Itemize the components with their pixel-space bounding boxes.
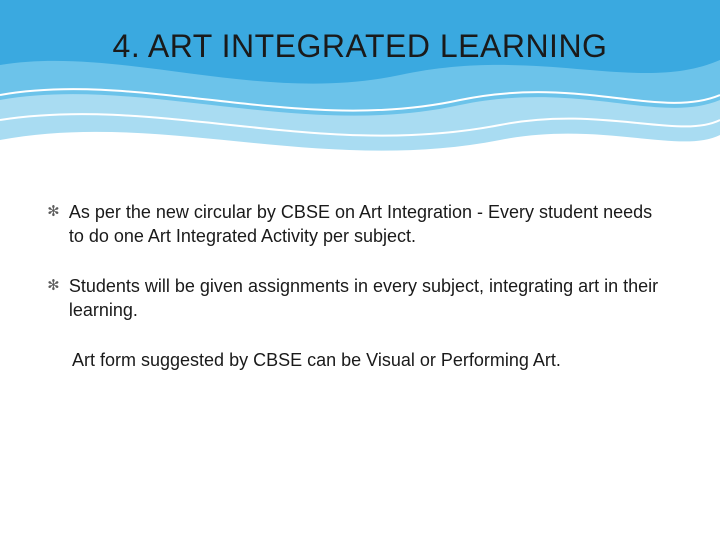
list-item: Art form suggested by CBSE can be Visual… xyxy=(48,348,672,372)
bullet-marker-icon: ✻ xyxy=(48,200,59,224)
slide-title: 4. ART INTEGRATED LEARNING xyxy=(0,28,720,65)
bullet-marker-icon: ✻ xyxy=(48,274,59,298)
bullet-text: Art form suggested by CBSE can be Visual… xyxy=(72,348,672,372)
slide-body: ✻ As per the new circular by CBSE on Art… xyxy=(48,200,672,398)
bullet-text: Students will be given assignments in ev… xyxy=(69,274,672,322)
bullet-text: As per the new circular by CBSE on Art I… xyxy=(69,200,672,248)
header-waves-svg xyxy=(0,0,720,175)
list-item: ✻ Students will be given assignments in … xyxy=(48,274,672,322)
header-band: 4. ART INTEGRATED LEARNING xyxy=(0,0,720,175)
list-item: ✻ As per the new circular by CBSE on Art… xyxy=(48,200,672,248)
